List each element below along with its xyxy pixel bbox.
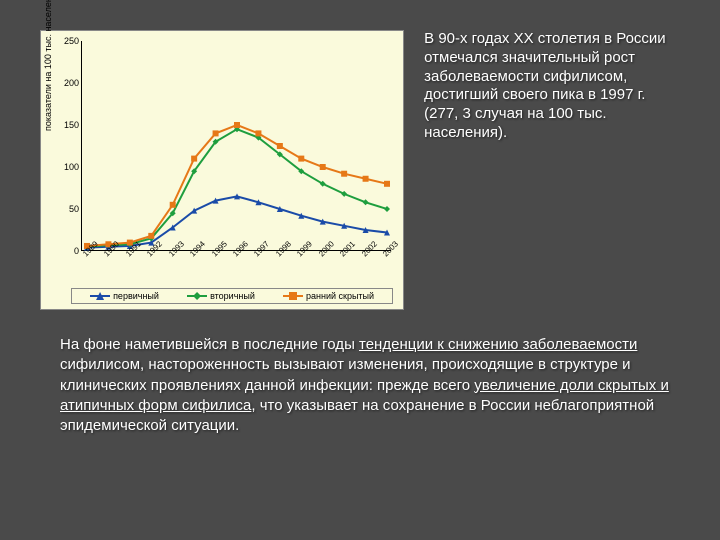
y-axis-label: показатели на 100 тыс. населения xyxy=(43,0,53,131)
legend-item: вторичный xyxy=(187,291,255,301)
legend-item: ранний скрытый xyxy=(283,291,374,301)
y-tick: 150 xyxy=(59,120,79,130)
chart-plot-area xyxy=(81,41,391,251)
y-tick: 100 xyxy=(59,162,79,172)
side-text: В 90-х годах ХХ столетия в России отмеча… xyxy=(424,30,680,310)
legend-item: первичный xyxy=(90,291,159,301)
chart-legend: первичный вторичный ранний скрытый xyxy=(71,288,393,304)
y-tick: 250 xyxy=(59,36,79,46)
chart-lines-svg xyxy=(82,41,392,251)
syphilis-incidence-chart: показатели на 100 тыс. населения первичн… xyxy=(40,30,404,310)
y-tick: 50 xyxy=(59,204,79,214)
bottom-text: На фоне наметившейся в последние годы те… xyxy=(0,320,720,436)
y-tick: 0 xyxy=(59,246,79,256)
y-tick: 200 xyxy=(59,78,79,88)
